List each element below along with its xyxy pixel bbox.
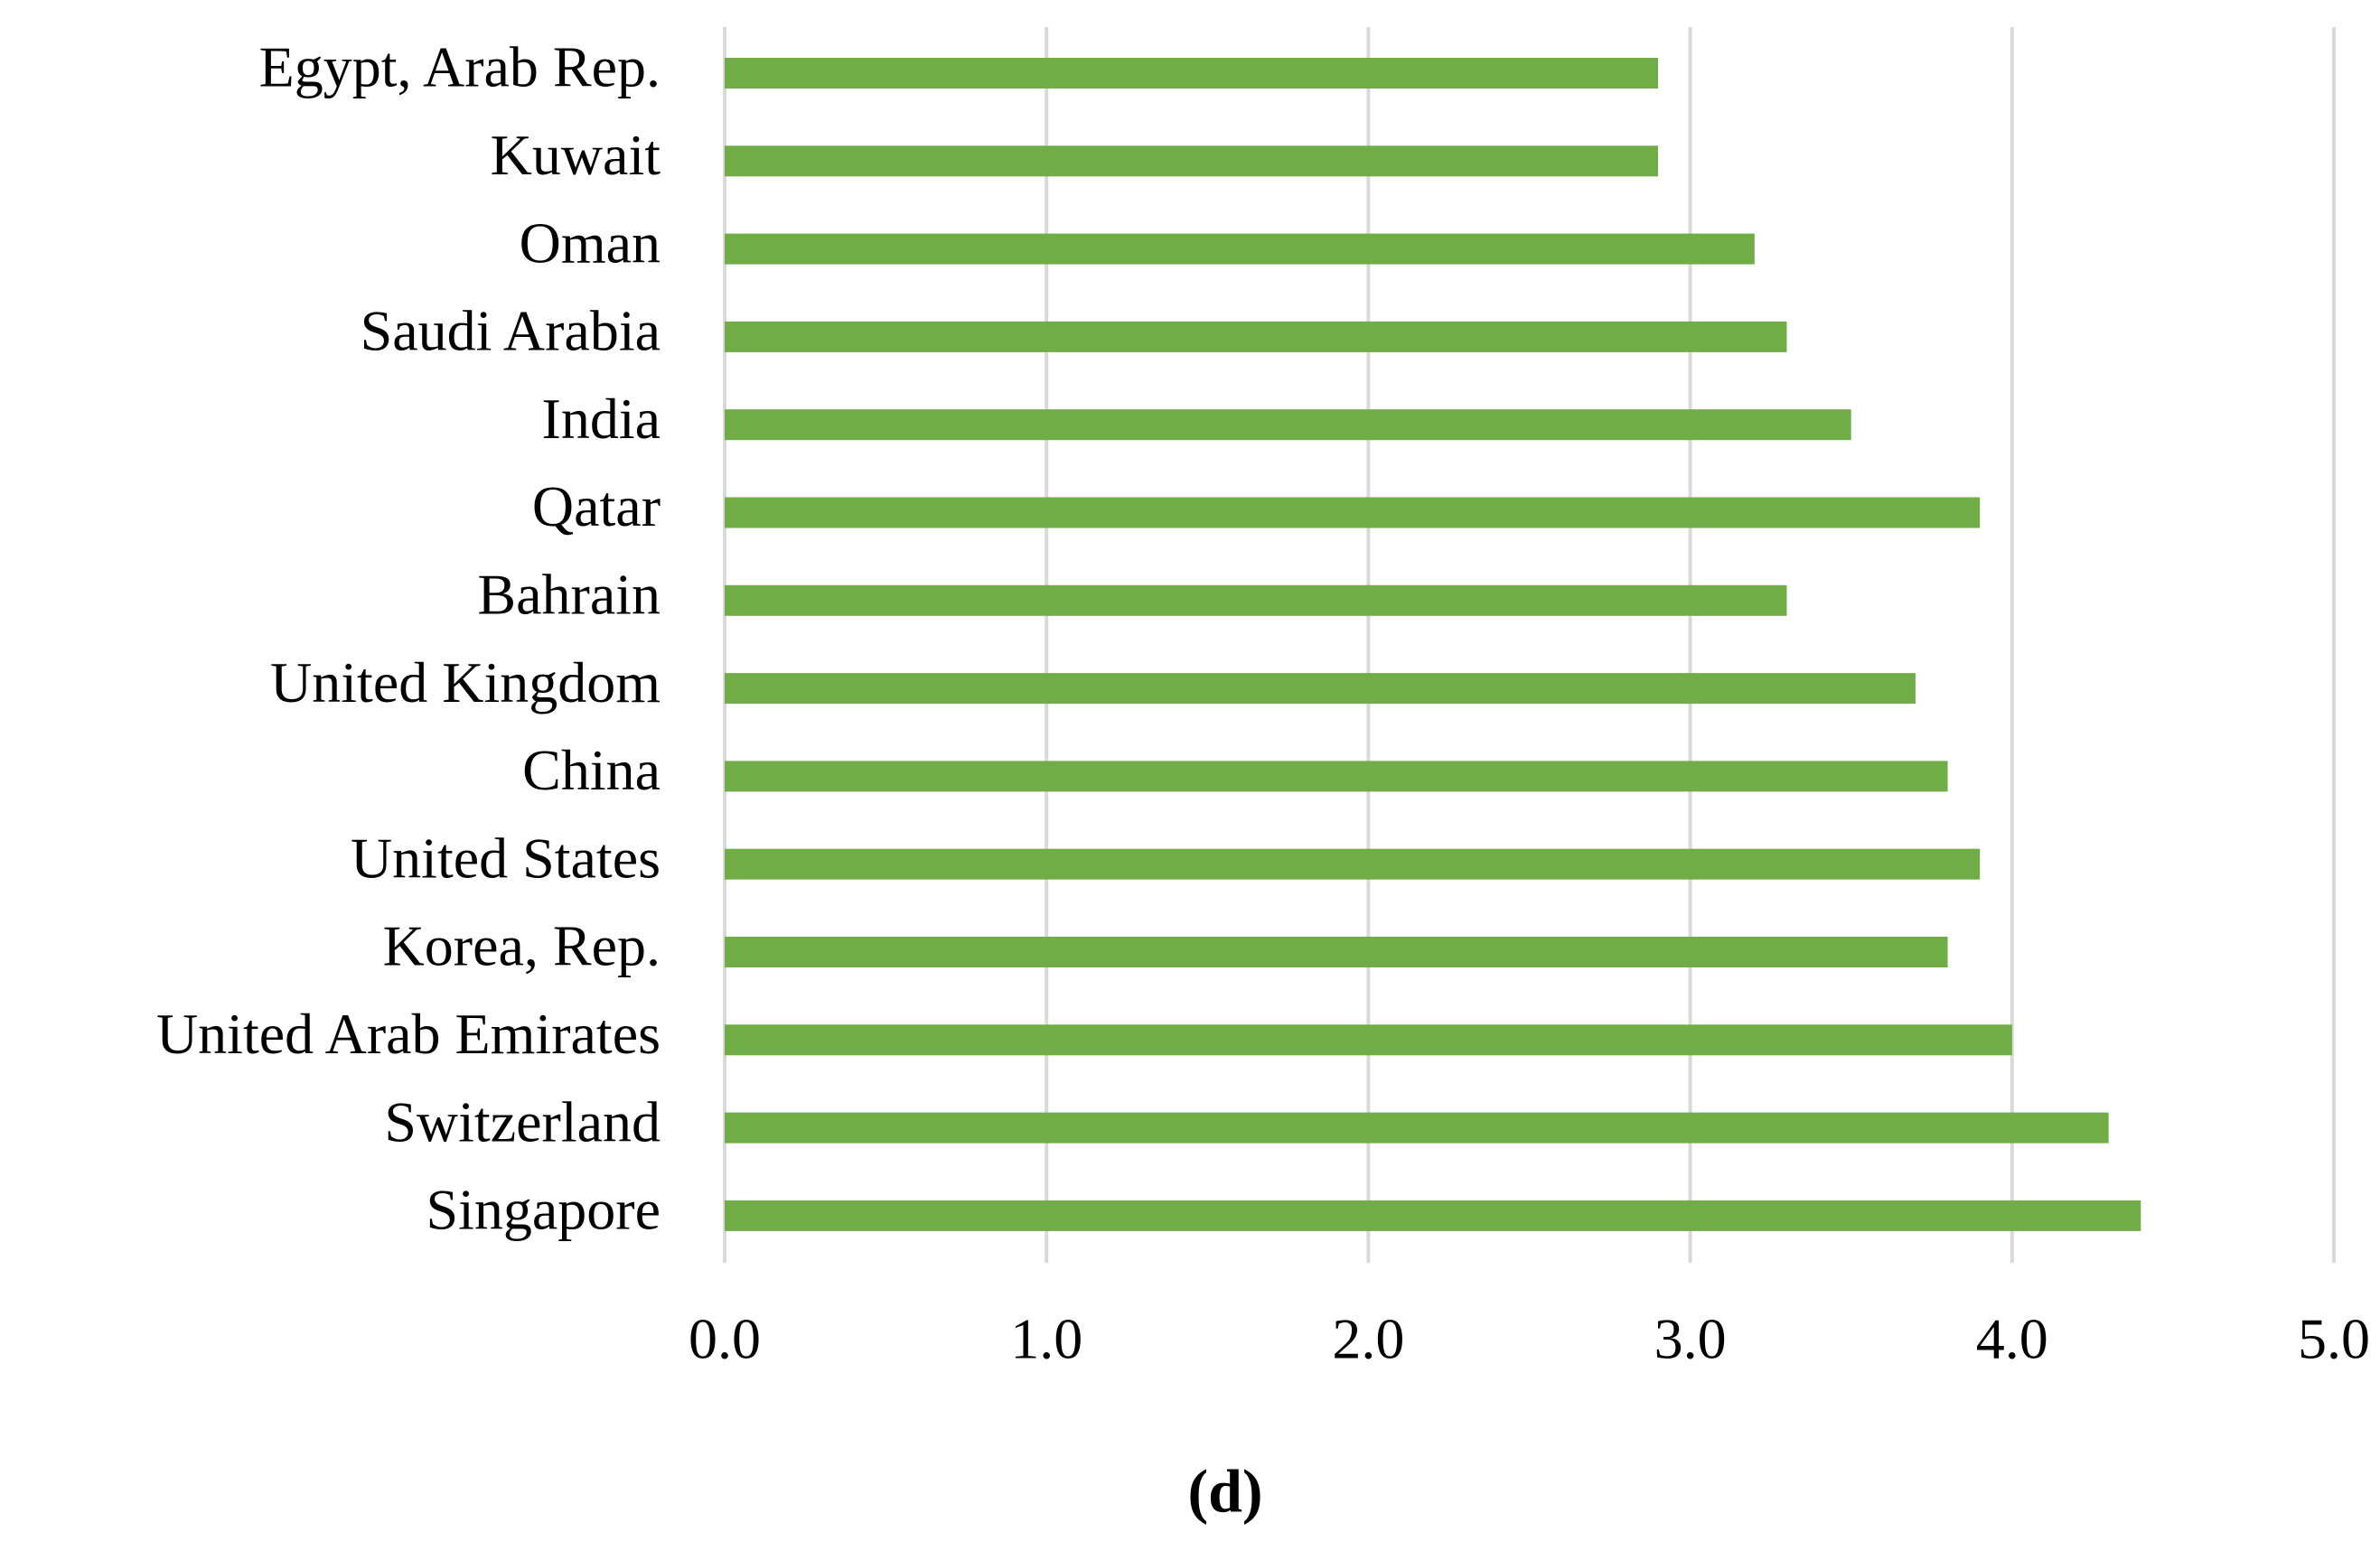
- x-tick-label: 2.0: [1332, 1307, 1404, 1371]
- bar: [725, 937, 1948, 967]
- y-tick-label: India: [542, 387, 661, 451]
- y-tick-label: United Kingdom: [270, 650, 661, 714]
- y-tick-label: Korea, Rep.: [383, 914, 661, 978]
- x-tick-label: 1.0: [1010, 1307, 1082, 1371]
- bar: [725, 409, 1851, 441]
- y-tick-label: United Arab Emirates: [156, 1002, 661, 1066]
- y-tick-label: Bahrain: [477, 562, 661, 626]
- y-tick-label: Qatar: [532, 474, 661, 538]
- bar: [725, 145, 1658, 177]
- bar: [725, 1112, 2109, 1144]
- y-tick-label: Egypt, Arab Rep.: [259, 35, 661, 99]
- x-tick-label: 0.0: [689, 1307, 761, 1371]
- bar: [725, 848, 1981, 880]
- x-tick-label: 4.0: [1976, 1307, 2048, 1371]
- bar: [725, 584, 1787, 616]
- y-tick-label: Oman: [520, 210, 661, 275]
- bar: [725, 58, 1658, 89]
- bar: [725, 1200, 2141, 1231]
- x-tick-label: 3.0: [1654, 1307, 1727, 1371]
- y-tick-label: China: [522, 738, 661, 802]
- bar: [725, 233, 1755, 265]
- y-tick-label: Singapore: [426, 1178, 661, 1242]
- y-tick-label: United States: [351, 826, 661, 890]
- y-tick-label: Kuwait: [491, 123, 661, 187]
- bar: [725, 1024, 2012, 1056]
- y-tick-label: Switzerland: [384, 1089, 661, 1153]
- bar: [725, 761, 1948, 792]
- bar: [725, 497, 1981, 528]
- bar: [725, 321, 1787, 352]
- bar: [725, 673, 1916, 705]
- x-tick-label: 5.0: [2298, 1307, 2370, 1371]
- y-tick-label: Saudi Arabia: [361, 299, 661, 363]
- chart-caption: (d): [1187, 1457, 1262, 1526]
